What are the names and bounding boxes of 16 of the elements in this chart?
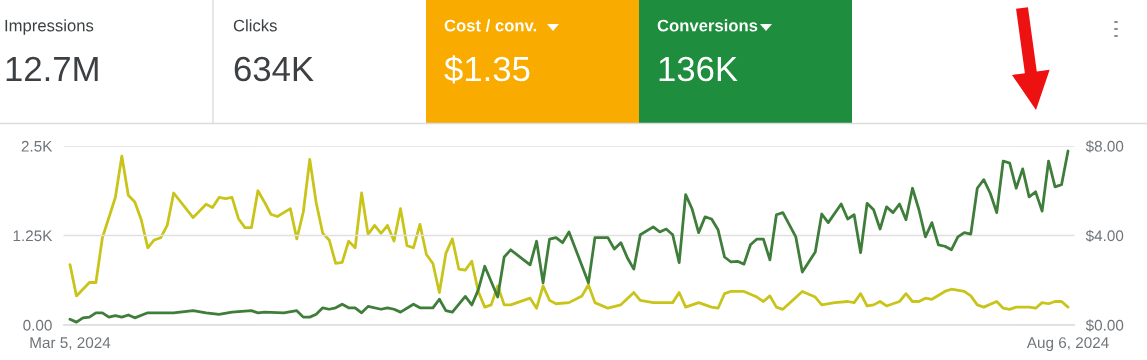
x-tick-label: Mar 5, 2024 xyxy=(30,337,111,350)
y2-tick-label: $4.00 xyxy=(1085,229,1124,243)
category-label: Impressions xyxy=(5,19,94,35)
category-label: Conversions xyxy=(657,19,758,32)
text: $1.35 xyxy=(444,55,530,84)
y-tick-label: 2.5K xyxy=(21,140,53,152)
x-tick-label: Aug 6, 2024 xyxy=(1026,337,1109,352)
category-label: Clicks xyxy=(233,19,277,32)
y-tick-label: 0.00 xyxy=(23,319,52,331)
category-label: Cost / conv. xyxy=(444,19,537,32)
text: 12.7M xyxy=(6,56,98,81)
y2-tick-label: $8.00 xyxy=(1085,140,1124,153)
text: 136K xyxy=(659,56,738,82)
y2-tick-label: $0.00 xyxy=(1085,319,1124,332)
text: 634K xyxy=(234,56,314,82)
y-tick-label: 1.25K xyxy=(13,230,53,242)
